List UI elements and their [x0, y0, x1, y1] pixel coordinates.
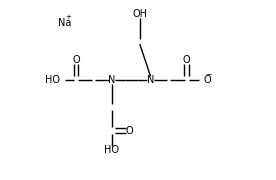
Text: O: O	[183, 55, 190, 65]
Text: OH: OH	[132, 9, 147, 19]
Text: O: O	[72, 55, 80, 65]
Text: +: +	[65, 14, 71, 20]
Text: N: N	[108, 75, 116, 85]
Text: O: O	[125, 125, 133, 136]
Text: HO: HO	[45, 75, 60, 85]
Text: Na: Na	[58, 17, 71, 28]
Text: HO: HO	[104, 145, 120, 155]
Text: N: N	[147, 75, 154, 85]
Text: O: O	[204, 75, 211, 85]
Text: −: −	[205, 71, 211, 80]
